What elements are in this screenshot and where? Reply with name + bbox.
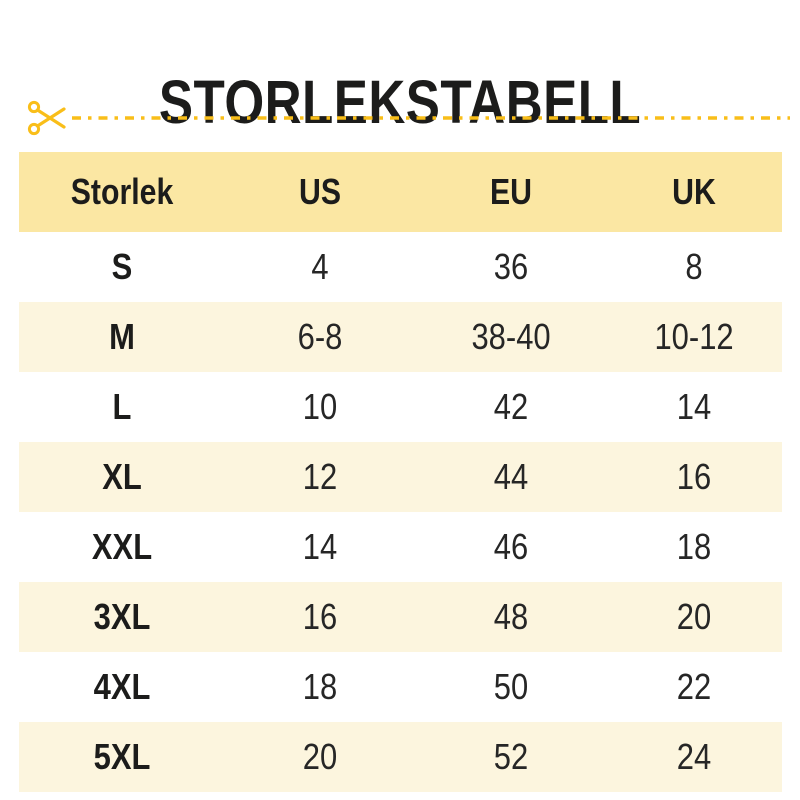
column-header-storlek: Storlek	[70, 171, 174, 212]
eu-value: 50	[493, 666, 529, 707]
size-label: S	[111, 246, 133, 287]
table-row-xxl: XXL 14 46 18	[19, 512, 782, 582]
us-value: 12	[303, 456, 338, 497]
cut-line	[0, 95, 800, 141]
size-label: XL	[102, 456, 142, 497]
eu-value: 46	[493, 526, 529, 567]
size-label: 5XL	[93, 736, 151, 777]
eu-value: 52	[493, 736, 529, 777]
size-label: M	[109, 316, 135, 357]
column-header-uk: UK	[672, 171, 717, 212]
eu-value: 42	[493, 386, 529, 427]
size-label: 4XL	[93, 666, 151, 707]
page-title-text: STORLEKSTABELL	[158, 67, 642, 136]
uk-value: 16	[677, 456, 712, 497]
us-value: 16	[303, 596, 338, 637]
eu-value: 48	[493, 596, 529, 637]
column-header-eu: EU	[490, 171, 533, 212]
eu-value: 36	[493, 246, 529, 287]
uk-value: 18	[677, 526, 712, 567]
uk-value: 10-12	[654, 316, 734, 357]
table-row-xl: XL 12 44 16	[19, 442, 782, 512]
table-row-4xl: 4XL 18 50 22	[19, 652, 782, 722]
scissors-icon	[27, 100, 66, 136]
eu-value: 44	[493, 456, 529, 497]
size-table-header-row: Storlek US EU UK	[19, 152, 782, 232]
table-row-m: M 6-8 38-40 10-12	[19, 302, 782, 372]
cut-dash-line	[72, 116, 790, 120]
eu-value: 38-40	[471, 316, 551, 357]
uk-value: 22	[677, 666, 712, 707]
table-row-5xl: 5XL 20 52 24	[19, 722, 782, 792]
size-label: L	[112, 386, 132, 427]
table-row-3xl: 3XL 16 48 20	[19, 582, 782, 652]
column-header-us: US	[299, 171, 342, 212]
page-title: STORLEKSTABELL	[0, 67, 800, 137]
uk-value: 20	[677, 596, 712, 637]
us-value: 10	[303, 386, 338, 427]
uk-value: 24	[677, 736, 712, 777]
size-label: XXL	[91, 526, 153, 567]
us-value: 4	[311, 246, 329, 287]
size-table-body: S 4 36 8 M 6-8 38-40 10-12 L 10 42 14 XL…	[19, 232, 782, 792]
size-label: 3XL	[93, 596, 151, 637]
table-row-l: L 10 42 14	[19, 372, 782, 442]
us-value: 18	[303, 666, 338, 707]
uk-value: 14	[677, 386, 712, 427]
us-value: 6-8	[298, 316, 343, 357]
size-table: Storlek US EU UK S 4 36 8 M 6-8 38-40 10…	[19, 152, 782, 792]
table-row-s: S 4 36 8	[19, 232, 782, 302]
us-value: 20	[303, 736, 338, 777]
uk-value: 8	[685, 246, 703, 287]
us-value: 14	[303, 526, 338, 567]
